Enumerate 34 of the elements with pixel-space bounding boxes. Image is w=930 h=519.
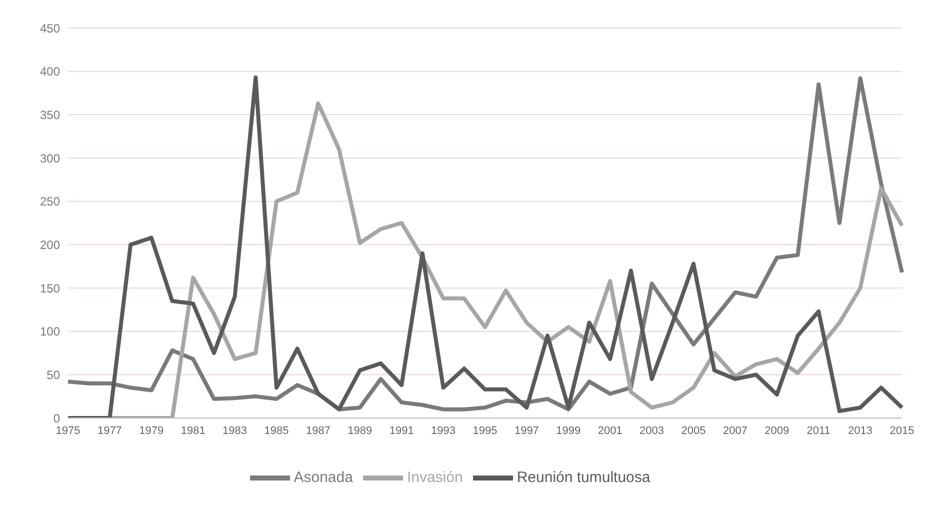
y-tick-label: 350 (40, 108, 60, 122)
x-tick-label: 1993 (431, 424, 456, 437)
x-tick-label: 1979 (139, 424, 164, 437)
y-tick-label: 300 (40, 151, 60, 166)
x-tick-label: 2011 (806, 424, 830, 437)
y-tick-label: 400 (40, 64, 60, 79)
x-tick-label: 2009 (764, 424, 790, 437)
x-tick-label: 1991 (389, 424, 414, 437)
x-tick-label: 1983 (222, 424, 248, 437)
x-tick-label: 2015 (890, 424, 914, 437)
y-tick-label: 0 (53, 411, 60, 426)
y-tick-label: 250 (40, 194, 60, 209)
x-tick-label: 1989 (348, 424, 372, 437)
x-tick-label: 2007 (722, 424, 748, 437)
x-tick-label: 1981 (180, 424, 206, 437)
x-tick-label: 1995 (472, 424, 498, 437)
x-tick-label: 1985 (264, 424, 289, 437)
x-tick-label: 1987 (306, 424, 330, 437)
x-tick-label: 1977 (97, 424, 122, 437)
x-tick-label: 1975 (56, 424, 80, 437)
legend-label: Reunión tumultuosa (516, 468, 650, 486)
x-tick-label: 2001 (598, 424, 622, 437)
x-tick-label: 2013 (848, 424, 873, 437)
y-tick-label: 450 (40, 21, 60, 36)
y-tick-label: 100 (40, 324, 60, 339)
x-tick-label: 2005 (681, 424, 706, 437)
legend-label: Invasión (406, 468, 463, 486)
x-tick-label: 1999 (556, 424, 581, 437)
x-tick-label: 1997 (514, 424, 539, 437)
x-tick-label: 2003 (640, 424, 664, 437)
legend-label: Asonada (294, 468, 353, 486)
y-tick-label: 200 (40, 238, 60, 252)
y-tick-label: 150 (40, 281, 60, 296)
y-tick-label: 50 (46, 368, 60, 382)
